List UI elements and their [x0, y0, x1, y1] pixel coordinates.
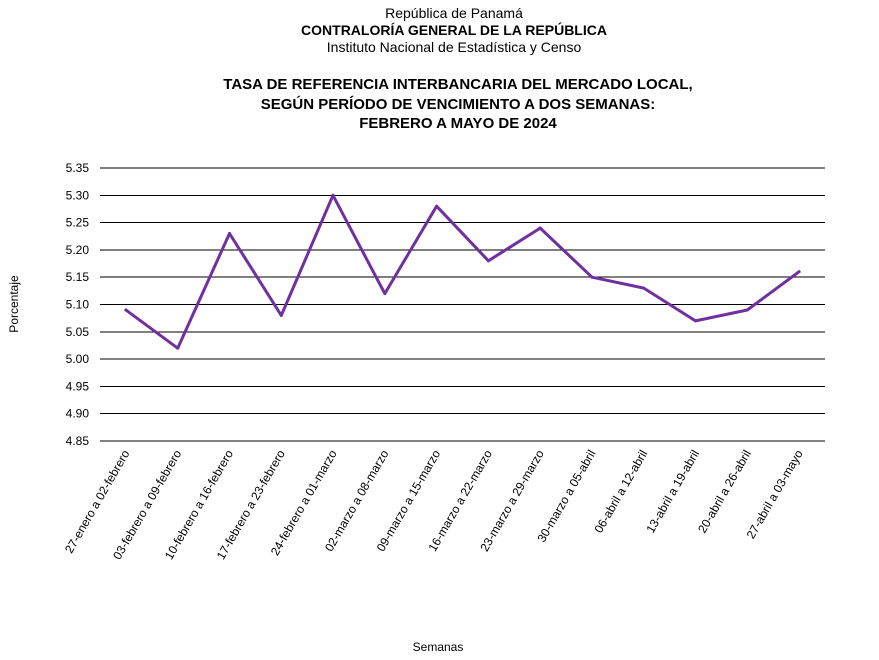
x-tick-label: 27-abril a 03-mayo — [744, 447, 806, 541]
y-tick-label: 4.85 — [66, 434, 90, 448]
data-points — [124, 193, 801, 350]
y-tick-label: 5.05 — [66, 325, 90, 339]
header-country: República de Panamá — [385, 5, 523, 21]
header-institute: Instituto Nacional de Estadística y Cens… — [326, 39, 582, 55]
data-point — [745, 308, 749, 312]
y-tick-label: 5.30 — [66, 188, 90, 202]
chart-title: TASA DE REFERENCIA INTERBANCARIA DEL MER… — [0, 75, 879, 134]
data-point — [331, 193, 335, 197]
y-tick-label: 4.90 — [66, 407, 90, 421]
x-axis-title: Semanas — [413, 640, 464, 654]
y-axis-title: Porcentaje — [7, 275, 21, 333]
y-tick-label: 5.00 — [66, 352, 90, 366]
y-tick-label: 5.15 — [66, 270, 90, 284]
data-point — [590, 275, 594, 279]
data-point — [383, 292, 387, 296]
data-point — [486, 259, 490, 263]
chart-title-line-3: FEBRERO A MAYO DE 2024 — [359, 115, 557, 132]
x-tick-label: 13-abril a 19-abril — [643, 448, 702, 536]
y-tick-label: 4.95 — [66, 379, 90, 393]
x-tick-label: 20-abril a 26-abril — [695, 448, 754, 536]
y-tick-label: 5.20 — [66, 243, 90, 257]
series-line — [124, 193, 801, 350]
report-header: República de Panamá CONTRALORÍA GENERAL … — [0, 5, 879, 56]
header-institution: CONTRALORÍA GENERAL DE LA REPÚBLICA — [301, 22, 607, 38]
y-tick-label: 5.25 — [66, 216, 90, 230]
data-point — [279, 313, 283, 317]
y-tick-label: 5.35 — [66, 161, 90, 175]
data-point — [797, 270, 801, 274]
y-axis-ticks: 5.35 5.30 5.25 5.20 5.15 5.10 5.05 5.00 4.95 4.90… — [66, 161, 90, 448]
data-point — [694, 319, 698, 323]
data-point — [642, 286, 646, 290]
data-point — [227, 232, 231, 236]
gridlines — [100, 167, 825, 442]
x-tick-label: 06-abril a 12-abril — [592, 448, 651, 536]
data-point — [435, 204, 439, 208]
x-tick-label: 30-marzo a 05-abril — [534, 448, 598, 545]
data-point — [538, 226, 542, 230]
chart-title-line-2: SEGÚN PERÍODO DE VENCIMIENTO A DOS SEMAN… — [260, 95, 656, 113]
y-tick-label: 5.10 — [66, 298, 90, 312]
data-point — [176, 346, 180, 350]
chart-title-line-1: TASA DE REFERENCIA INTERBANCARIA DEL MER… — [223, 76, 693, 93]
data-point — [124, 308, 128, 312]
